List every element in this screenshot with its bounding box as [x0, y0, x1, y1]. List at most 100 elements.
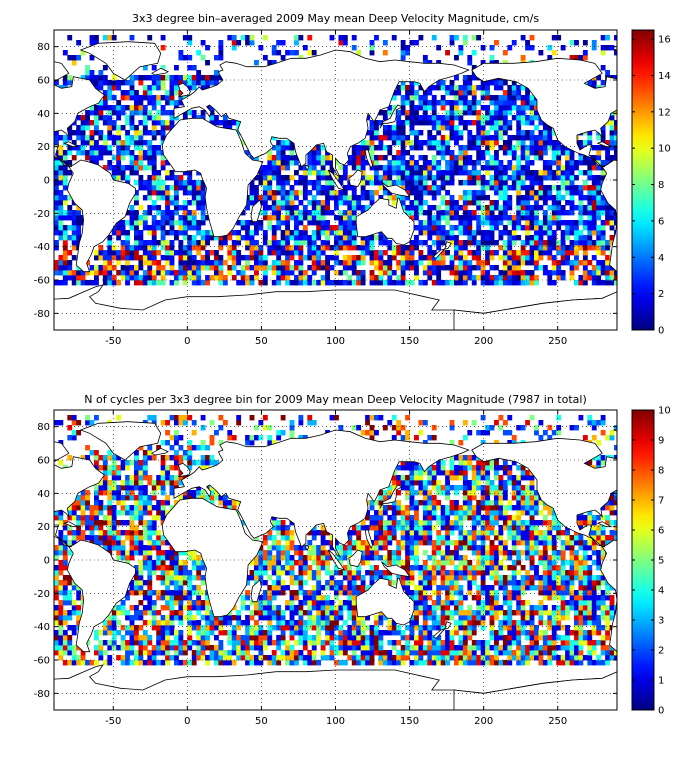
heatmap-cell: [298, 35, 304, 41]
heatmap-cell: [516, 270, 522, 276]
heatmap-cell: [285, 155, 290, 161]
heatmap-cell: [178, 420, 184, 426]
heatmap-cell: [547, 230, 553, 236]
heatmap-cell: [54, 550, 59, 556]
heatmap-cell: [591, 45, 597, 51]
heatmap-cell: [67, 435, 73, 441]
heatmap-cell: [325, 160, 330, 166]
heatmap-cell: [169, 485, 175, 491]
heatmap-cell: [147, 535, 153, 541]
heatmap-cell: [280, 535, 286, 541]
heatmap-cell: [307, 595, 313, 601]
heatmap-cell: [134, 580, 139, 586]
heatmap-cell: [129, 90, 135, 96]
heatmap-cell: [298, 200, 304, 206]
heatmap-cell: [174, 420, 179, 426]
heatmap-cell: [129, 95, 135, 101]
heatmap-cell: [605, 210, 610, 216]
heatmap-cell: [54, 205, 59, 211]
heatmap-cell: [267, 250, 273, 256]
heatmap-cell: [534, 250, 539, 256]
heatmap-cell: [285, 645, 290, 651]
heatmap-cell: [502, 95, 508, 101]
heatmap-cell: [80, 650, 86, 656]
heatmap-cell: [134, 145, 139, 151]
heatmap-cell: [134, 480, 139, 486]
heatmap-cell: [489, 220, 495, 226]
heatmap-cell: [307, 565, 313, 571]
heatmap-cell: [356, 275, 362, 281]
heatmap-cell: [449, 210, 455, 216]
heatmap-cell: [400, 195, 406, 201]
heatmap-cell: [534, 210, 539, 216]
heatmap-cell: [396, 135, 402, 141]
heatmap-cell: [360, 185, 366, 191]
heatmap-cell: [498, 135, 504, 141]
heatmap-cell: [400, 120, 406, 126]
heatmap-cell: [467, 200, 473, 206]
heatmap-cell: [142, 155, 148, 161]
heatmap-cell: [200, 80, 206, 86]
heatmap-cell: [160, 135, 166, 141]
heatmap-cell: [614, 125, 617, 131]
heatmap-cell: [138, 625, 144, 631]
heatmap-cell: [369, 130, 375, 136]
heatmap-cell: [289, 280, 295, 286]
heatmap-cell: [107, 450, 113, 456]
heatmap-cell: [605, 70, 610, 76]
heatmap-cell: [494, 220, 499, 226]
heatmap-cell: [116, 130, 122, 136]
heatmap-cell: [502, 105, 508, 111]
heatmap-cell: [231, 245, 237, 251]
heatmap-cell: [271, 165, 277, 171]
heatmap-cell: [71, 120, 77, 126]
heatmap-cell: [294, 265, 299, 271]
heatmap-cell: [271, 515, 277, 521]
heatmap-cell: [449, 165, 455, 171]
heatmap-cell: [231, 640, 237, 646]
heatmap-cell: [351, 200, 357, 206]
heatmap-cell: [116, 145, 122, 151]
heatmap-cell: [249, 440, 255, 446]
heatmap-cell: [58, 265, 64, 271]
heatmap-cell: [294, 170, 299, 176]
heatmap-cell: [267, 185, 273, 191]
heatmap-cell: [102, 460, 108, 466]
heatmap-cell: [271, 230, 277, 236]
heatmap-cell: [578, 160, 584, 166]
heatmap-cell: [591, 40, 597, 46]
heatmap-cell: [560, 195, 566, 201]
heatmap-cell: [134, 565, 139, 571]
heatmap-cell: [427, 90, 433, 96]
heatmap-cell: [169, 260, 175, 266]
heatmap-cell: [276, 50, 282, 56]
heatmap-cell: [560, 220, 566, 226]
heatmap-cell: [347, 215, 353, 221]
colorbar-tick-label: 10: [658, 144, 671, 155]
heatmap-cell: [329, 190, 335, 196]
heatmap-cell: [325, 265, 330, 271]
heatmap-cell: [280, 545, 286, 551]
heatmap-cell: [507, 45, 513, 51]
heatmap-cell: [174, 585, 179, 591]
heatmap-cell: [302, 580, 308, 586]
heatmap-cell: [600, 250, 606, 256]
heatmap-cell: [365, 180, 370, 186]
heatmap-cell: [525, 190, 530, 196]
heatmap-cell: [351, 655, 357, 661]
heatmap-cell: [187, 585, 193, 591]
heatmap-cell: [556, 165, 562, 171]
heatmap-cell: [316, 630, 322, 636]
heatmap-cell: [587, 165, 593, 171]
heatmap-cell: [596, 275, 602, 281]
heatmap-cell: [54, 190, 59, 196]
heatmap-cell: [525, 90, 530, 96]
heatmap-cell: [569, 180, 575, 186]
heatmap-cell: [351, 270, 357, 276]
heatmap-cell: [396, 280, 402, 286]
heatmap-cell: [565, 190, 570, 196]
heatmap-cell: [227, 640, 233, 646]
heatmap-cell: [102, 660, 108, 666]
heatmap-cell: [178, 215, 184, 221]
heatmap-cell: [418, 145, 424, 151]
